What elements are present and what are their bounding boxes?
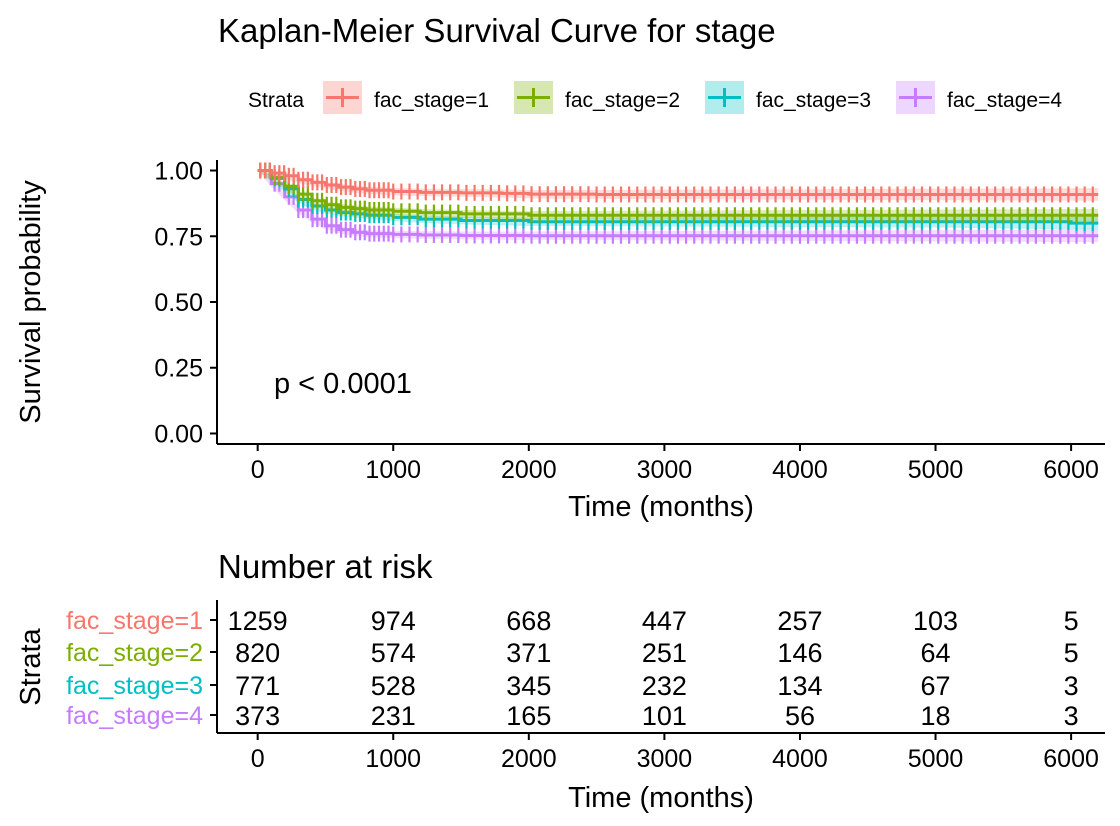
risk-count: 165 — [506, 701, 551, 731]
x-tick-label: 6000 — [1043, 456, 1099, 484]
risk-count: 18 — [921, 701, 951, 731]
risk-count: 103 — [913, 606, 958, 636]
risk-x-tick-label: 0 — [251, 745, 265, 773]
risk-count: 345 — [506, 671, 551, 701]
risk-count: 1259 — [228, 606, 288, 636]
risk-count: 5 — [1064, 638, 1079, 668]
risk-y-axis-label: Strata — [15, 627, 47, 705]
y-tick-label: 1.00 — [154, 158, 203, 186]
risk-count: 251 — [642, 638, 687, 668]
risk-count: 5 — [1064, 606, 1079, 636]
risk-count: 146 — [777, 638, 822, 668]
legend-label: fac_stage=3 — [756, 89, 871, 112]
y-tick-label: 0.00 — [154, 420, 203, 448]
risk-count: 528 — [371, 671, 416, 701]
risk-count: 974 — [371, 606, 416, 636]
y-tick-label: 0.75 — [154, 223, 203, 251]
p-value-annotation: p < 0.0001 — [274, 368, 412, 400]
risk-x-tick-label: 6000 — [1043, 745, 1099, 773]
x-tick-label: 5000 — [908, 456, 964, 484]
x-tick-label: 0 — [251, 456, 265, 484]
y-tick-label: 0.25 — [154, 355, 203, 383]
legend-entry: fac_stage=4 — [896, 81, 1062, 114]
x-axis-label: Time (months) — [568, 491, 754, 523]
risk-x-tick-label: 1000 — [365, 745, 421, 773]
x-tick-label: 2000 — [501, 456, 557, 484]
x-tick-label: 1000 — [365, 456, 421, 484]
risk-table-title: Number at risk — [218, 548, 433, 585]
y-tick-label: 0.50 — [154, 289, 203, 317]
legend-entry: fac_stage=1 — [323, 81, 489, 114]
chart-title: Kaplan-Meier Survival Curve for stage — [218, 12, 776, 49]
risk-count: 373 — [235, 701, 280, 731]
x-tick-label: 4000 — [772, 456, 828, 484]
risk-count: 232 — [642, 671, 687, 701]
legend-label: fac_stage=1 — [374, 89, 489, 112]
y-axis-label: Survival probability — [15, 180, 47, 424]
survival-series — [257, 162, 1099, 224]
legend-label: fac_stage=4 — [947, 89, 1062, 112]
risk-count: 820 — [235, 638, 280, 668]
legend: Strata fac_stage=1 fac_stage=2 fac_stage=3… — [248, 81, 1062, 114]
risk-count: 574 — [371, 638, 416, 668]
risk-row-label: fac_stage=4 — [66, 702, 203, 730]
survival-curves — [257, 162, 1099, 244]
risk-x-tick-label: 3000 — [637, 745, 693, 773]
risk-count: 64 — [921, 638, 951, 668]
risk-count: 67 — [921, 671, 951, 701]
legend-title: Strata — [248, 89, 304, 112]
risk-x-axis-label: Time (months) — [568, 782, 754, 814]
risk-count: 771 — [235, 671, 280, 701]
survival-series — [257, 162, 1099, 203]
risk-row-label: fac_stage=1 — [66, 607, 203, 635]
risk-count: 447 — [642, 606, 687, 636]
risk-count: 257 — [777, 606, 822, 636]
main-axes: 0.00 0.25 0.50 0.75 1.00 0 1000 2000 3000 4000 500… — [154, 158, 1105, 484]
risk-row-label: fac_stage=2 — [66, 639, 203, 667]
risk-x-tick-label: 2000 — [501, 745, 557, 773]
legend-entry: fac_stage=3 — [705, 81, 871, 114]
risk-x-tick-label: 4000 — [772, 745, 828, 773]
legend-entry: fac_stage=2 — [514, 81, 680, 114]
risk-x-tick-label: 5000 — [908, 745, 964, 773]
risk-count: 101 — [642, 701, 687, 731]
x-tick-label: 3000 — [637, 456, 693, 484]
risk-count: 668 — [506, 606, 551, 636]
risk-count: 56 — [785, 701, 815, 731]
risk-count: 134 — [777, 671, 822, 701]
legend-label: fac_stage=2 — [565, 89, 680, 112]
risk-table: fac_stage=1 1259 974 668 447 257 103 5 fac_stage… — [66, 600, 1105, 773]
risk-count: 371 — [506, 638, 551, 668]
risk-row-label: fac_stage=3 — [66, 672, 203, 700]
risk-count: 3 — [1064, 701, 1079, 731]
risk-count: 231 — [371, 701, 416, 731]
risk-count: 3 — [1064, 671, 1079, 701]
